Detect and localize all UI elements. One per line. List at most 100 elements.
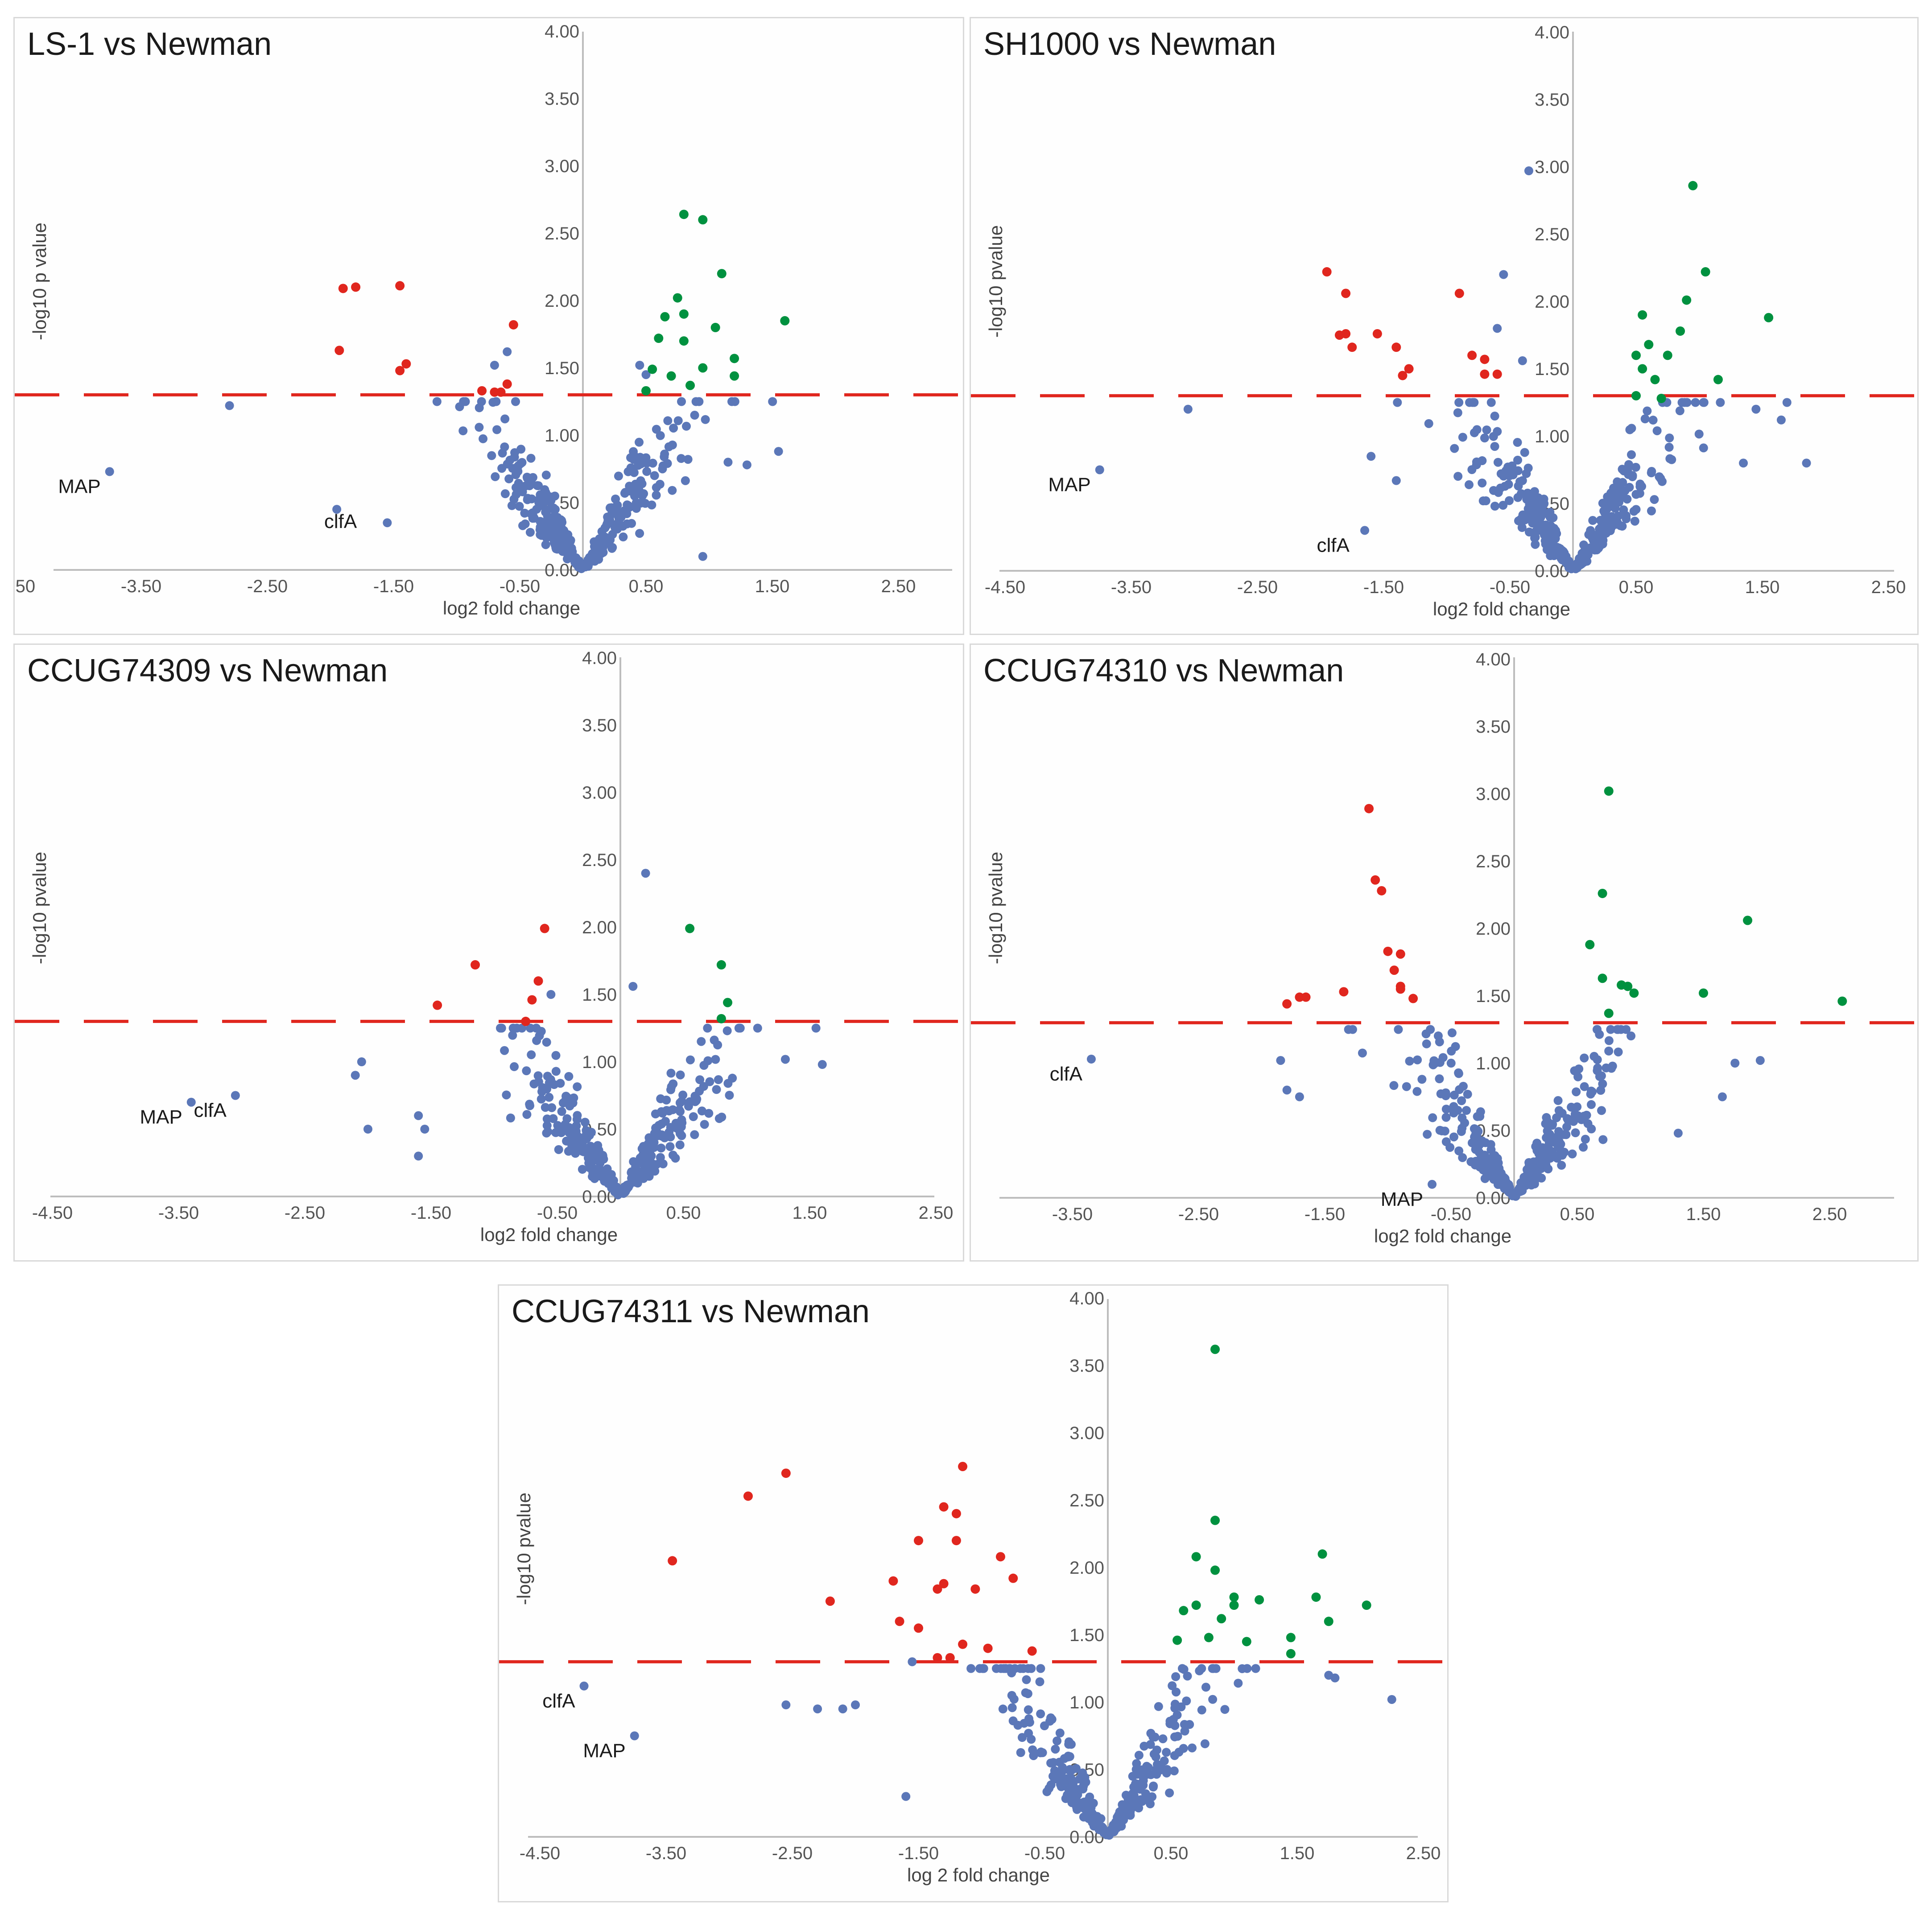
y-tick-label: 2.00 [1069,1558,1104,1578]
data-point-ns [1454,1146,1464,1155]
data-point-upregulated [1676,326,1685,336]
x-tick-label: 1.50 [755,577,790,596]
data-point-ns [1024,1728,1033,1738]
data-point-downregulated [496,387,506,397]
data-point-upregulated [1682,295,1692,305]
data-point-ns [1563,1114,1572,1123]
x-tick-label: 1.50 [1280,1844,1315,1863]
y-tick-label: 3.50 [545,89,579,109]
data-point-downregulated [914,1623,923,1633]
data-point-ns [515,502,524,511]
volcano-plot-ls1: 0.000.501.001.502.002.503.003.504.00-4.5… [13,17,966,635]
data-point-ns [1129,1782,1139,1792]
data-point-ns [1776,415,1786,425]
data-point-ns [1490,412,1499,421]
data-point-ns [685,1055,695,1064]
data-point-ns [668,440,677,450]
data-point-ns [675,1129,685,1138]
chart-title: CCUG74311 vs Newman [512,1294,870,1329]
data-point-ns [591,1150,601,1159]
data-point-ns [518,521,528,530]
data-point-ns [655,479,665,489]
data-point-ns [1486,398,1496,407]
data-point-ns [539,529,549,539]
data-point-ns [1524,166,1533,176]
data-point-ns [1520,448,1529,457]
data-point-downregulated [933,1584,942,1594]
data-point-ns [701,415,710,424]
data-point-ns [1665,454,1675,463]
data-point-ns [1115,1819,1125,1828]
data-point-upregulated [673,293,682,303]
data-point-downregulated [995,1552,1005,1562]
data-point-downregulated [1372,329,1382,338]
data-point-upregulated [716,1014,726,1023]
data-point-ns [1602,1063,1611,1072]
data-point-ns [1637,482,1647,491]
data-point-ns [1546,528,1556,537]
data-point-ns [1494,1158,1503,1167]
data-point-ns [1650,495,1659,504]
data-point-ns [497,464,507,473]
data-point-downregulated [781,1468,791,1478]
data-point-ns [1417,1075,1427,1084]
data-point-ns [1522,1165,1532,1174]
data-point-ns [508,1031,517,1040]
data-point-ns [1475,1162,1485,1172]
data-point-ns [1169,1766,1179,1776]
data-point-ns [1580,1053,1589,1063]
data-point-ns [633,461,643,470]
data-point-ns [1482,425,1491,435]
data-point-ns [1586,543,1595,553]
data-point-ns [1092,1812,1102,1821]
data-point-ns [666,1132,675,1142]
data-point-downregulated [983,1643,993,1653]
data-point-ns [538,500,547,510]
data-point-ns [1023,1689,1032,1698]
data-point-ns [1530,533,1540,543]
data-point-ns [1276,1056,1285,1065]
data-point-ns [666,1085,675,1094]
data-point-ns [652,491,661,500]
x-axis-label: log2 fold change [480,1224,618,1245]
data-point-ns [660,450,669,459]
data-point-ns [1537,1173,1546,1183]
data-point-ns [1446,1059,1456,1068]
data-point-ns [1080,1773,1090,1782]
data-point-downregulated [395,366,405,375]
data-point-ns [608,530,617,539]
data-point-ns [1360,526,1370,535]
data-point-ns [1517,523,1527,532]
data-point-upregulated [679,309,689,319]
data-point-ns [657,1107,666,1116]
data-point-ns [1665,433,1674,443]
data-point-ns [1449,1132,1458,1142]
data-point-ns [1548,1137,1557,1147]
data-point-downregulated [1404,364,1414,374]
data-point-ns [1699,398,1709,407]
data-point-ns [1062,1774,1071,1783]
data-point-ns [1496,1178,1505,1188]
data-point-ns [511,397,520,406]
data-point-ns [734,1023,743,1033]
data-point-upregulated [716,960,726,970]
data-point-ns [1716,398,1725,407]
data-point-upregulated [1638,364,1647,374]
data-point-ns [1552,1154,1562,1163]
y-tick-label: 1.00 [1476,1054,1511,1073]
data-point-ns [551,1067,561,1076]
data-point-ns [697,1037,706,1046]
gene-annotation-map: MAP [1381,1188,1423,1210]
data-point-ns [500,489,510,499]
data-point-ns [1100,1829,1110,1838]
data-point-ns [714,1075,723,1085]
data-point-ns [1581,1134,1590,1144]
data-point-ns [1647,506,1656,516]
data-point-ns [1447,1028,1457,1038]
data-point-ns [1007,1691,1016,1700]
data-point-ns [1421,1029,1431,1039]
data-point-upregulated [1210,1515,1220,1525]
data-point-ns [1589,1052,1599,1061]
data-point-ns [1522,495,1532,504]
data-point-ns [677,397,686,406]
